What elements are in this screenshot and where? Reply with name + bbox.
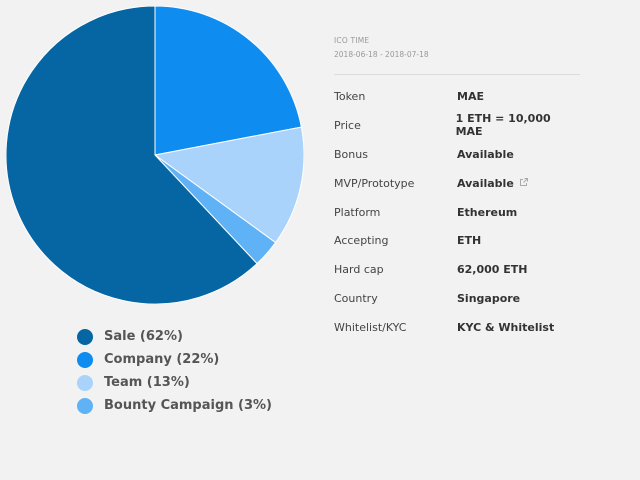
pie-slice-team: [153, 126, 304, 244]
pie-slice-sale: [6, 6, 258, 304]
info-value-whitelist-kyc: KYC & Whitelist: [457, 321, 555, 335]
info-key-mvp-prototype: MVP/Prototype: [334, 176, 415, 190]
info-value-platform: Ethereum: [457, 205, 518, 219]
legend-swatch-team: [77, 374, 93, 391]
chart-legend: Sale (62%) Company (22%) Team (13%) Boun…: [77, 325, 272, 417]
info-row-platform: Platform Ethereum: [334, 198, 580, 227]
divider: [334, 74, 580, 75]
info-key-country: Country: [334, 292, 378, 306]
legend-label-company: Company (22%): [104, 352, 220, 367]
ico-details-list: Token MAE Price 1 ETH = 10,000 MAE Bonus…: [334, 82, 580, 342]
legend-swatch-sale: [77, 328, 93, 345]
info-value-accepting: ETH: [457, 234, 482, 248]
legend-label-bounty-campaign: Bounty Campaign (3%): [104, 398, 272, 413]
info-row-bonus: Bonus Available: [334, 140, 580, 169]
info-key-whitelist-kyc: Whitelist/KYC: [334, 321, 407, 335]
legend-label-sale: Sale (62%): [104, 329, 183, 344]
info-row-mvp-prototype: MVP/Prototype Available: [334, 169, 580, 198]
info-row-accepting: Accepting ETH: [334, 226, 580, 255]
info-value-hard-cap: 62,000 ETH: [457, 263, 528, 277]
legend-swatch-company: [77, 351, 93, 368]
info-key-token: Token: [334, 89, 366, 103]
ico-info-panel: ICO TIME 2018-06-18 - 2018-07-18 Token M…: [334, 36, 580, 342]
legend-swatch-bounty-campaign: [77, 397, 93, 414]
legend-item-sale: Sale (62%): [77, 325, 272, 348]
info-value-country: Singapore: [457, 292, 521, 306]
info-row-whitelist-kyc: Whitelist/KYC KYC & Whitelist: [334, 313, 580, 342]
legend-item-company: Company (22%): [77, 348, 272, 371]
legend-label-team: Team (13%): [104, 375, 190, 390]
ico-time-dates: 2018-06-18 - 2018-07-18: [334, 50, 429, 59]
legend-item-team: Team (13%): [77, 371, 272, 394]
info-value-mvp-prototype[interactable]: Available: [457, 177, 528, 190]
info-key-bonus: Bonus: [334, 147, 368, 161]
info-row-country: Country Singapore: [334, 284, 580, 313]
info-row-token: Token MAE: [334, 82, 580, 111]
info-value-token: MAE: [457, 89, 484, 103]
external-link-icon[interactable]: [519, 177, 528, 190]
info-value-price: 1 ETH = 10,000 MAE: [455, 112, 551, 139]
info-row-price: Price 1 ETH = 10,000 MAE: [334, 111, 580, 140]
pie-slice-company: [154, 6, 302, 156]
info-key-hard-cap: Hard cap: [334, 263, 384, 277]
legend-item-bounty-campaign: Bounty Campaign (3%): [77, 394, 272, 417]
info-value-bonus: Available: [457, 147, 514, 161]
info-key-platform: Platform: [334, 205, 381, 219]
info-key-price: Price: [334, 118, 361, 132]
info-row-hard-cap: Hard cap 62,000 ETH: [334, 255, 580, 284]
pie-chart-svg: [6, 6, 304, 304]
mvp-prototype-link[interactable]: Available: [457, 176, 514, 190]
ico-time-label: ICO TIME: [334, 36, 370, 45]
token-distribution-pie-chart: [6, 6, 304, 304]
info-key-accepting: Accepting: [334, 234, 389, 248]
